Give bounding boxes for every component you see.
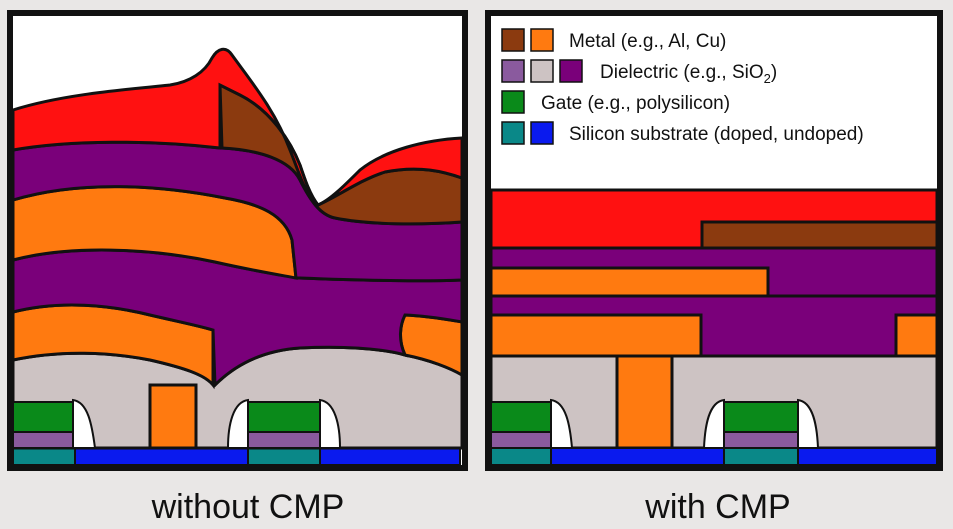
substrate-doped-right-1 bbox=[490, 447, 552, 466]
legend-label-dielectric-sub: 2 bbox=[764, 71, 771, 86]
top-layer-red-left bbox=[11, 47, 320, 207]
metal-3-dark-right bbox=[700, 220, 939, 250]
legend-swatch-substrate-blue bbox=[530, 121, 554, 145]
gate-spacer-right-2a bbox=[702, 398, 725, 449]
gate-left-1 bbox=[12, 401, 74, 433]
substrate-doped-left-2 bbox=[247, 447, 321, 466]
legend-swatch-gate bbox=[501, 90, 525, 114]
legend-swatch-dielectric-light-purple bbox=[501, 59, 525, 83]
caption-without-cmp: without CMP bbox=[151, 488, 345, 526]
legend-label-dielectric: Dielectric (e.g., SiO2) bbox=[600, 62, 777, 86]
gate-oxide-right-2 bbox=[723, 431, 799, 449]
legend-label-dielectric-suffix: ) bbox=[771, 62, 777, 83]
substrate-undoped-right bbox=[490, 447, 938, 466]
gate-spacer-left-2a bbox=[226, 398, 249, 449]
caption-with-cmp: with CMP bbox=[644, 488, 790, 526]
legend-swatch-metal-light bbox=[530, 28, 554, 52]
contact-via-left bbox=[148, 383, 198, 450]
legend-swatch-dielectric-gray bbox=[530, 59, 554, 83]
panel-with-cmp: Metal (e.g., Al, Cu) Dielectric (e.g., S… bbox=[485, 10, 943, 471]
legend-label-gate: Gate (e.g., polysilicon) bbox=[541, 93, 730, 114]
gate-spacer-right-2b bbox=[797, 398, 820, 449]
legend-swatch-substrate-teal bbox=[501, 121, 525, 145]
gate-right-2 bbox=[723, 401, 799, 433]
substrate-doped-right-2 bbox=[723, 447, 799, 466]
substrate-doped-left-1 bbox=[12, 447, 76, 466]
gate-right-1 bbox=[490, 401, 552, 433]
gate-spacer-right-1 bbox=[550, 398, 574, 449]
gate-spacer-left-2b bbox=[319, 398, 342, 449]
gate-oxide-left-2 bbox=[247, 431, 321, 449]
panel-without-cmp bbox=[7, 10, 468, 471]
gate-left-2 bbox=[247, 401, 321, 433]
gate-oxide-left-1 bbox=[12, 431, 74, 449]
legend: Metal (e.g., Al, Cu) Dielectric (e.g., S… bbox=[501, 28, 864, 145]
metal-1-right-edge bbox=[894, 313, 939, 358]
legend-swatch-metal-dark bbox=[501, 28, 525, 52]
top-layer-red-left-right bbox=[317, 136, 464, 207]
metal-2-right bbox=[489, 266, 770, 298]
legend-swatch-dielectric-purple bbox=[559, 59, 583, 83]
legend-label-substrate: Silicon substrate (doped, undoped) bbox=[569, 124, 864, 145]
gate-oxide-right-1 bbox=[490, 431, 552, 449]
metal-1-right bbox=[489, 313, 703, 358]
contact-via-right bbox=[615, 354, 674, 450]
legend-label-metal: Metal (e.g., Al, Cu) bbox=[569, 31, 726, 52]
gate-spacer-left-1 bbox=[72, 398, 97, 449]
legend-label-dielectric-prefix: Dielectric (e.g., SiO bbox=[600, 62, 764, 83]
